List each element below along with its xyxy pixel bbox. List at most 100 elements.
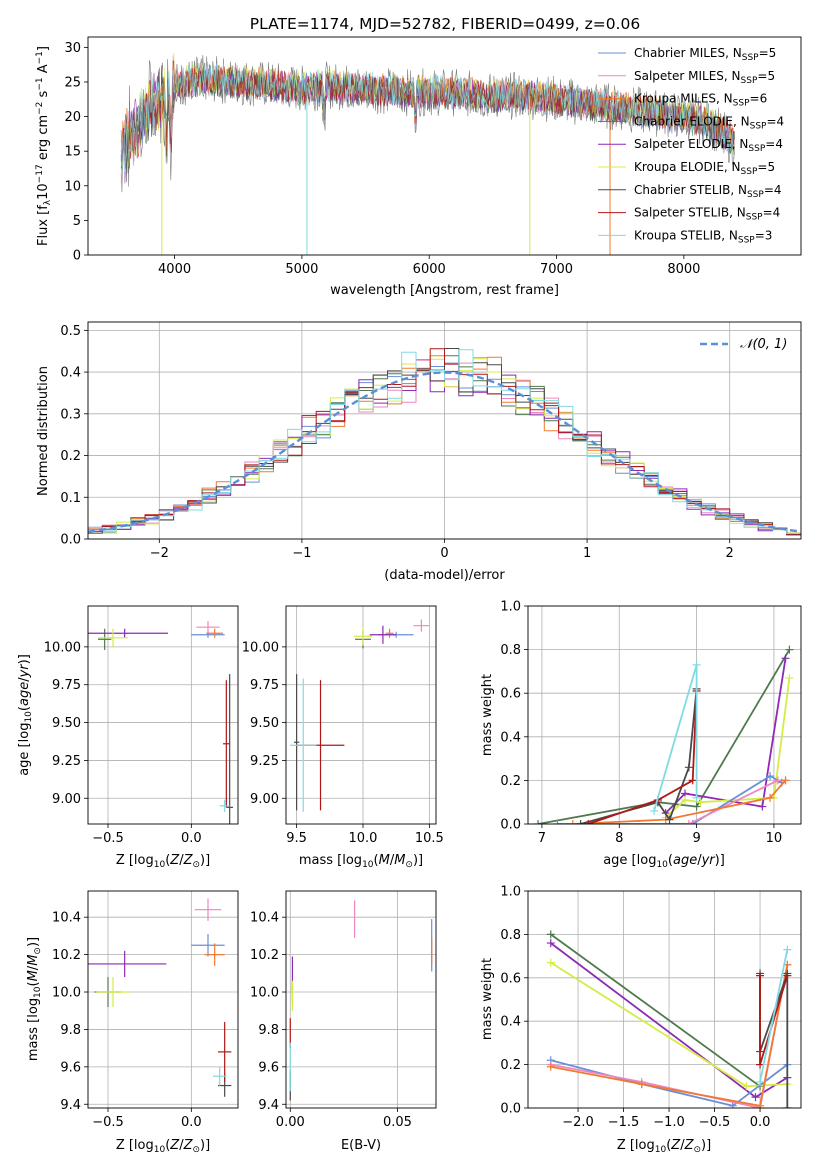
x-tick-label: 2: [726, 546, 734, 561]
mw_vs_age-axes: [524, 605, 801, 828]
errorbar-salpeter-miles: [413, 619, 430, 632]
age_vs_Z-points: [88, 621, 233, 824]
mw_vs_age-series: [534, 645, 794, 824]
y-tick-label: 0.5: [60, 324, 81, 339]
z-xlabel: Z [log10(Z/Z⊙)]: [116, 853, 210, 870]
errorbar-salpeter-elodie: [369, 625, 397, 644]
x-tick-label: −2.0: [562, 1115, 594, 1130]
y-tick-label: 9.25: [52, 754, 81, 769]
model-kroupa-stelib: [120, 62, 735, 173]
errorbar-salpeter-stelib: [223, 680, 230, 808]
x-tick-label: −0.5: [92, 831, 124, 846]
series-chabrier-elodie: [550, 933, 761, 1088]
residuals-xlabel: (data-model)/error: [384, 568, 505, 583]
histogram-salpeter-stelib: [88, 348, 801, 536]
errorbar-salpeter-miles: [196, 621, 220, 634]
y-tick-label: 0.0: [60, 533, 81, 548]
marker: [692, 793, 701, 802]
spectrum-legend: Chabrier MILES, NSSP=5 Salpeter MILES, NS…: [598, 46, 784, 245]
marker: [665, 815, 674, 824]
marker: [576, 820, 585, 824]
x-tick-label: −0.5: [699, 1115, 731, 1130]
x-tick-label: 1: [583, 546, 591, 561]
x-tick-label: 8000: [667, 262, 700, 277]
errorbar-chabrier-stelib: [293, 674, 300, 811]
y-tick-label: 0.8: [500, 928, 521, 943]
legend-entry: 𝒩(0, 1): [740, 337, 787, 352]
x-tick-label: 0.00: [276, 1115, 305, 1130]
legend-entry: Kroupa ELODIE, NSSP=5: [634, 160, 775, 177]
mw-ylabel-2: mass weight: [480, 958, 495, 1040]
residuals-frame: [87, 321, 802, 540]
legend-entry: Salpeter MILES, NSSP=5: [634, 69, 775, 86]
x-tick-label: 7: [538, 831, 546, 846]
y-tick-label: 0.0: [500, 818, 521, 833]
x-tick-label: 7000: [540, 262, 573, 277]
y-tick-label: 9.4: [60, 1098, 81, 1113]
x-tick-label: −1: [292, 546, 311, 561]
marker: [692, 660, 701, 669]
y-tick-label: 0.3: [60, 407, 81, 422]
series-salpeter-stelib: [588, 690, 698, 824]
figure-title: PLATE=1174, MJD=52782, FIBERID=0499, z=0…: [250, 15, 640, 33]
marker: [568, 820, 577, 824]
y-tick-label: 0: [73, 249, 81, 264]
marker: [783, 971, 792, 980]
y-tick-label: 9.00: [250, 792, 279, 807]
ebv-xlabel: E(B-V): [341, 1138, 381, 1153]
y-tick-label: 9.6: [60, 1060, 81, 1075]
marker: [783, 945, 792, 954]
mw-vs-z-frame: [527, 890, 802, 1109]
age-xlabel: age [log10(age/yr)]: [603, 853, 725, 870]
y-tick-label: 9.50: [52, 716, 81, 731]
marker: [692, 802, 701, 811]
spectrum-lines: [120, 52, 735, 255]
y-tick-label: 0.1: [60, 491, 81, 506]
mass-xlabel: mass [log10(M/M⊙)]: [299, 853, 423, 870]
x-tick-label: 0.0: [750, 1115, 771, 1130]
series-kroupa-miles: [550, 964, 789, 1107]
x-tick-label: 9.5: [286, 831, 307, 846]
x-tick-label: −2: [150, 546, 169, 561]
y-tick-label: 0.6: [500, 687, 521, 702]
legend-entry: Salpeter ELODIE, NSSP=4: [634, 137, 783, 154]
y-tick-label: 9.50: [250, 716, 279, 731]
y-tick-label: 9.6: [258, 1060, 279, 1075]
errorbar-salpeter-elodie: [88, 628, 168, 638]
marker: [684, 763, 693, 772]
y-tick-label: 5: [73, 214, 81, 229]
mass-ylabel: mass [log10(M/M⊙)]: [26, 937, 43, 1061]
legend-entry: Chabrier ELODIE, NSSP=4: [634, 114, 784, 131]
errorbar-chabrier-stelib: [226, 674, 233, 824]
x-tick-label: −0.5: [92, 1115, 124, 1130]
mass_vs_ebv-points: [289, 900, 433, 1101]
mass_vs_Z-axes: [84, 891, 238, 1112]
marker: [546, 930, 555, 939]
residuals-ylabel: Normed distribution: [36, 366, 51, 496]
errorbar-chabrier-miles: [191, 934, 225, 957]
x-tick-label: 10: [766, 831, 783, 846]
y-tick-label: 10.0: [52, 986, 81, 1001]
marker: [781, 654, 790, 663]
y-tick-label: 9.4: [258, 1098, 279, 1113]
histogram-chabrier-stelib: [88, 348, 801, 535]
errorbar-kroupa-elodie: [353, 627, 373, 646]
y-tick-label: 0.2: [500, 774, 521, 789]
age_vs_mass-axes: [282, 606, 436, 828]
errorbar-kroupa-stelib: [219, 799, 230, 812]
y-tick-label: 0.6: [500, 971, 521, 986]
marker: [751, 1093, 760, 1102]
marker: [783, 1104, 792, 1108]
marker: [534, 820, 543, 824]
marker: [637, 1080, 646, 1089]
mass_vs_Z-points: [88, 898, 232, 1097]
histogram-kroupa-stelib: [88, 349, 801, 534]
marker: [766, 772, 775, 781]
y-tick-label: 9.00: [52, 792, 81, 807]
errorbar-kroupa-miles: [204, 943, 225, 966]
marker: [756, 971, 765, 980]
residual-histograms: [88, 348, 801, 536]
y-tick-label: 25: [64, 75, 81, 90]
y-tick-label: 1.0: [500, 600, 521, 615]
legend-entry: Salpeter STELIB, NSSP=4: [634, 206, 780, 223]
